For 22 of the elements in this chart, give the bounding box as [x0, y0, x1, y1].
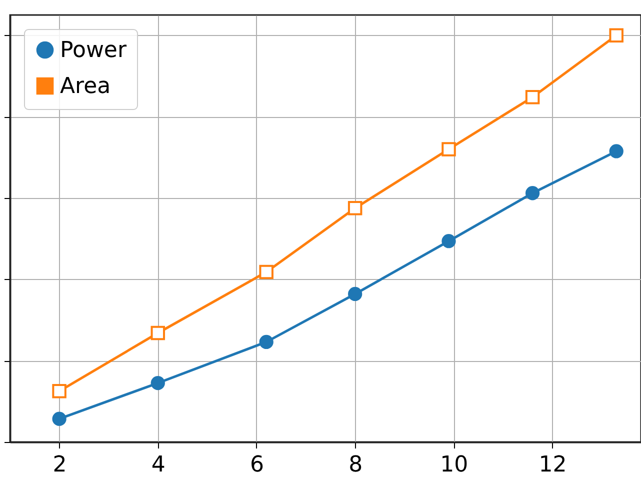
legend-label: Area [60, 74, 111, 99]
point [609, 144, 624, 158]
x-tick-label: 2 [52, 452, 67, 477]
point [525, 186, 540, 200]
x-tick-label: 12 [538, 452, 567, 477]
x-tick-label: 10 [440, 452, 468, 477]
x-tick-label: 4 [151, 452, 166, 477]
point [609, 28, 624, 42]
point [525, 90, 540, 104]
point [259, 334, 274, 350]
point [442, 142, 456, 156]
legend-label: Power [60, 38, 128, 63]
point [52, 412, 66, 426]
point [52, 384, 66, 398]
x-tick-label: 6 [250, 452, 264, 477]
point [348, 201, 362, 216]
point [259, 264, 274, 280]
point [442, 234, 456, 248]
point [348, 286, 362, 302]
x-tick-label: 8 [348, 452, 363, 477]
point [150, 326, 166, 340]
point [150, 376, 165, 390]
